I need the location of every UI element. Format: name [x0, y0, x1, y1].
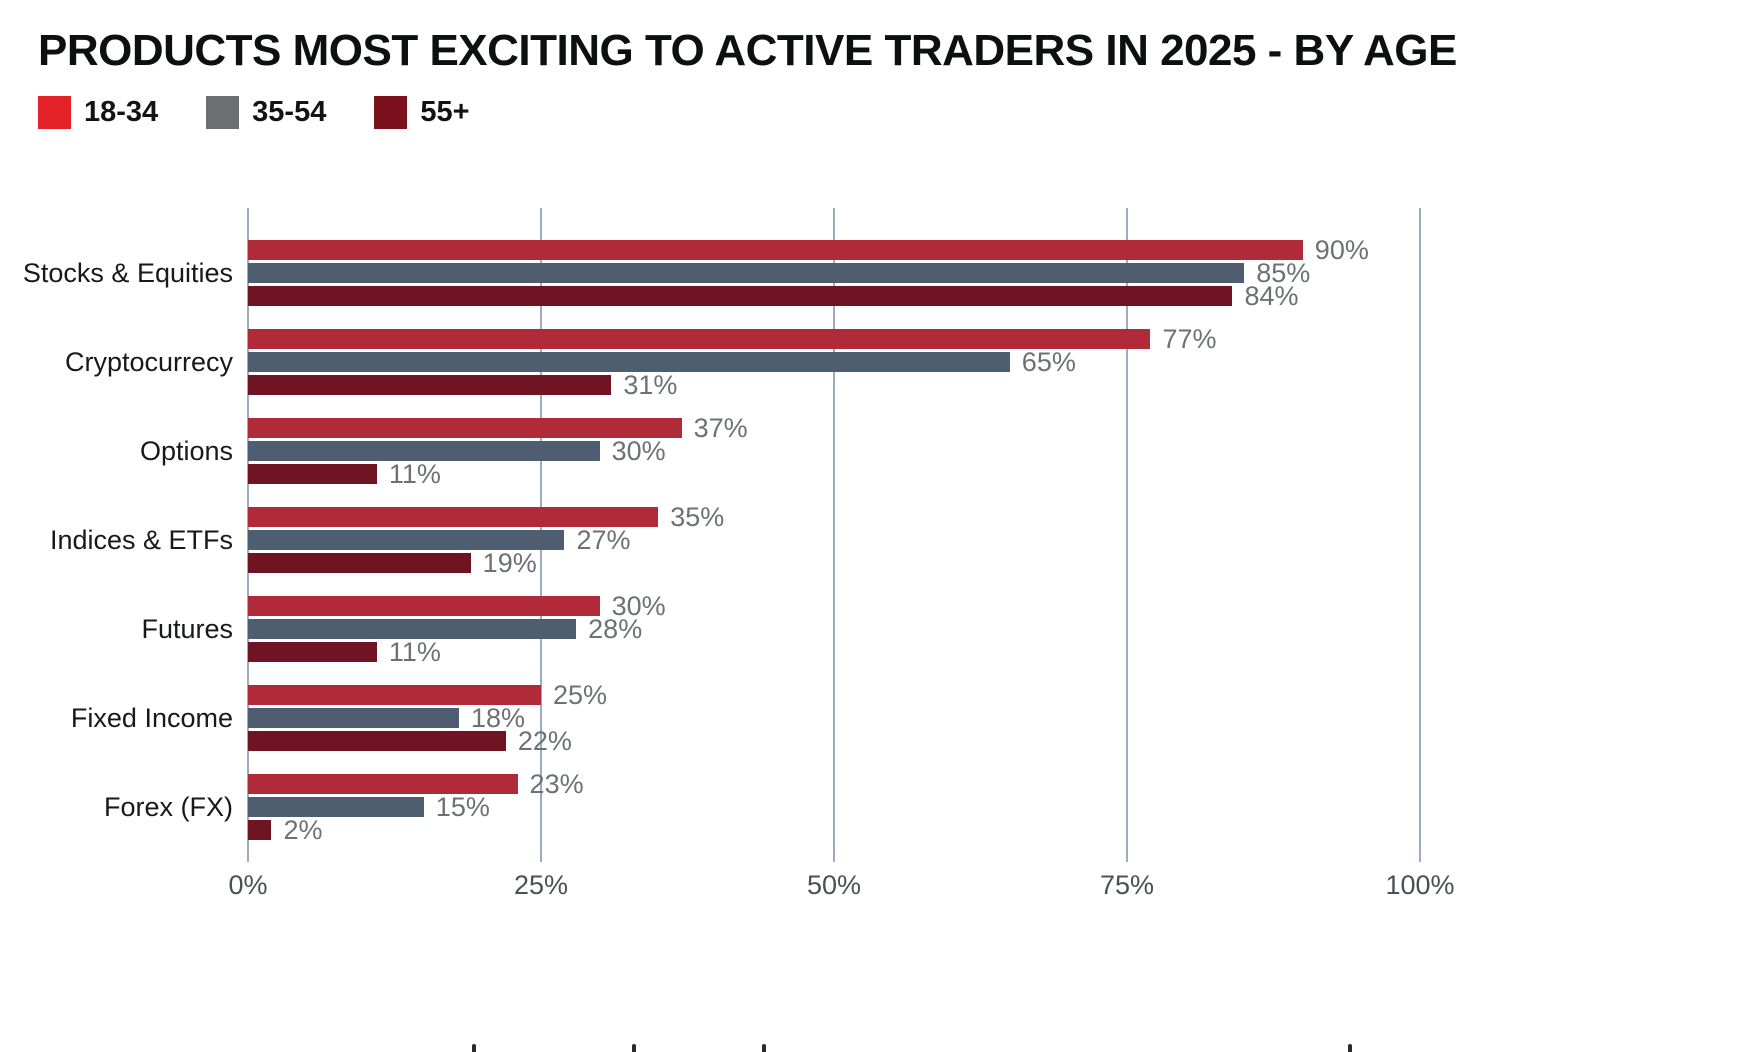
bar-18-34 [248, 507, 659, 527]
bar-18-34 [248, 685, 541, 705]
value-label: 11% [388, 637, 441, 667]
legend-swatch [374, 96, 408, 129]
gridline [1126, 208, 1128, 862]
legend: 18-34 35-54 55+ [38, 96, 470, 129]
bar-35-54 [248, 530, 565, 550]
legend-swatch [38, 96, 71, 129]
gridline [1419, 208, 1421, 862]
value-label: 27% [576, 525, 631, 555]
value-label: 11% [388, 459, 441, 489]
footnote-glyph-fragment [472, 1044, 476, 1052]
value-label: 15% [435, 792, 490, 822]
value-label: 19% [482, 548, 537, 578]
legend-item-55-: 55+ [374, 96, 470, 129]
category-label: Cryptocurrecy [64, 347, 233, 377]
gridline [833, 208, 835, 862]
value-label: 2% [283, 815, 323, 845]
chart-title: PRODUCTS MOST EXCITING TO ACTIVE TRADERS… [38, 26, 1457, 75]
value-label: 18% [470, 703, 525, 733]
bar-35-54 [248, 352, 1010, 372]
legend-swatch [206, 96, 240, 129]
category-label: Stocks & Equities [22, 258, 233, 288]
category-axis: Stocks & Equities Cryptocurrecy Options Ind… [0, 208, 233, 862]
category-label: Futures [141, 614, 233, 644]
footnote-glyph-fragment [632, 1044, 636, 1052]
value-label: 22% [517, 726, 572, 756]
bar-18-34 [248, 596, 600, 616]
category-label: Fixed Income [70, 703, 233, 733]
bar-55- [248, 553, 471, 573]
bar-35-54 [248, 797, 424, 817]
value-label: 23% [529, 769, 584, 799]
bar-35-54 [248, 619, 577, 639]
bar-55- [248, 286, 1233, 306]
legend-label: 35-54 [252, 96, 327, 128]
x-axis: 0% 25% 50% 75% 100% [228, 870, 1454, 906]
bar-55- [248, 731, 506, 751]
value-label: 65% [1021, 347, 1076, 377]
bar-35-54 [248, 441, 600, 461]
bar-18-34 [248, 774, 518, 794]
category-label: Indices & ETFs [49, 525, 233, 555]
x-axis-tick-label: 75% [1099, 870, 1155, 900]
bar-35-54 [248, 708, 459, 728]
value-label: 28% [588, 614, 643, 644]
x-axis-tick-label: 100% [1385, 870, 1455, 900]
bar-18-34 [248, 329, 1151, 349]
category-label: Forex (FX) [103, 792, 233, 822]
value-label: 30% [611, 436, 666, 466]
value-label: 31% [623, 370, 678, 400]
bar-55- [248, 375, 612, 395]
legend-label: 55+ [420, 96, 470, 128]
value-label: 25% [553, 680, 608, 710]
value-label: 37% [693, 413, 748, 443]
value-label: 85% [1256, 258, 1311, 288]
value-label: 35% [670, 502, 725, 532]
bar-55- [248, 820, 272, 840]
x-axis-tick-label: 25% [513, 870, 569, 900]
value-label: 77% [1162, 324, 1217, 354]
bar-18-34 [248, 240, 1303, 260]
value-label: 84% [1244, 281, 1299, 311]
plot-area: 90% 85% 84% 77% 65% 31% 37% 30% 11% 35% 27% 19% 30% 2… [247, 208, 1421, 862]
legend-item-18-34: 18-34 [38, 96, 158, 129]
x-axis-tick-label: 0% [228, 870, 268, 900]
legend-item-35-54: 35-54 [206, 96, 326, 129]
bar-55- [248, 642, 377, 662]
value-label: 90% [1314, 235, 1369, 265]
footnote-glyph-fragment [1348, 1044, 1352, 1052]
value-label: 30% [611, 591, 666, 621]
bar-35-54 [248, 263, 1245, 283]
bar-18-34 [248, 418, 682, 438]
footnote-glyph-fragment [762, 1044, 766, 1052]
category-label: Options [139, 436, 233, 466]
legend-label: 18-34 [84, 96, 159, 128]
bar-55- [248, 464, 377, 484]
x-axis-tick-label: 50% [806, 870, 862, 900]
